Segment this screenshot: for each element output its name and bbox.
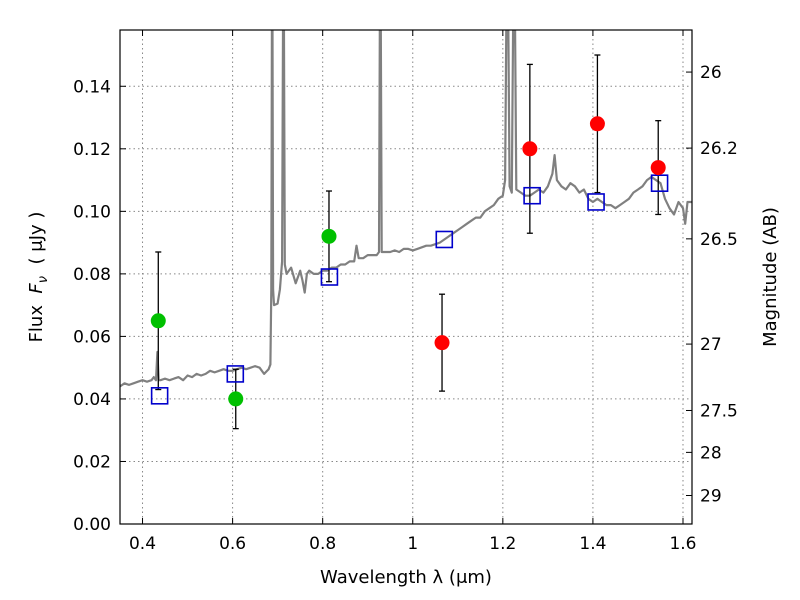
x-axis: 0.4 0.6 0.8 1 1.2 1.4 1.6 [129, 30, 697, 554]
magnitude-tick-label: 26.5 [700, 230, 738, 250]
x-tick-label: 1.2 [489, 534, 516, 554]
y-tick-label: 0.04 [73, 390, 111, 410]
model-square [435, 230, 454, 249]
model-photometry [150, 174, 669, 405]
model-square [150, 387, 169, 405]
observed-point-green [150, 313, 166, 329]
magnitude-axis-label: Magnitude (AB) [760, 207, 781, 347]
plot-area [120, 30, 692, 524]
magnitude-tick-label: 26 [700, 63, 722, 83]
model-square [587, 193, 605, 211]
model-square [523, 186, 541, 205]
x-axis-label: Wavelength λ (μm) [320, 567, 492, 588]
observed-photometry [150, 116, 666, 407]
model-square [650, 174, 669, 193]
magnitude-axis: 26 26.2 26.5 27 27.5 28 29 [686, 63, 738, 506]
grid [120, 30, 692, 524]
magnitude-tick-label: 28 [700, 443, 722, 463]
x-tick-label: 1.4 [579, 534, 606, 554]
observed-point-red [589, 116, 605, 132]
y-tick-label: 0.08 [73, 265, 111, 285]
y-tick-label: 0.14 [73, 77, 111, 97]
x-tick-label: 0.8 [309, 534, 336, 554]
observed-point-red [650, 160, 666, 176]
y-tick-label: 0.10 [73, 202, 111, 222]
observed-point-red [434, 335, 450, 351]
x-tick-label: 1 [407, 534, 418, 554]
magnitude-tick-label: 26.2 [700, 139, 738, 159]
magnitude-tick-label: 27 [700, 335, 722, 355]
magnitude-tick-label: 29 [700, 486, 722, 506]
model-square [226, 365, 245, 383]
magnitude-tick-label: 27.5 [700, 401, 738, 421]
x-tick-label: 1.6 [669, 534, 696, 554]
model-square [320, 268, 339, 286]
y-tick-label: 0.00 [73, 515, 111, 535]
x-tick-label: 0.6 [219, 534, 246, 554]
observed-point-green [228, 391, 244, 407]
y-axis: 0.00 0.02 0.04 0.06 0.08 0.10 0.12 0.14 [73, 77, 126, 535]
spectrum-line [120, 30, 692, 388]
observed-point-green [321, 228, 337, 244]
model-spectrum [120, 30, 692, 388]
plot-frame [119, 29, 693, 525]
y-tick-label: 0.02 [73, 452, 111, 472]
y-axis-label: Flux Fν ( μJy ) [26, 212, 51, 343]
y-tick-label: 0.12 [73, 140, 111, 160]
observed-point-red [522, 141, 538, 157]
x-tick-label: 0.4 [129, 534, 156, 554]
y-tick-label: 0.06 [73, 327, 111, 347]
